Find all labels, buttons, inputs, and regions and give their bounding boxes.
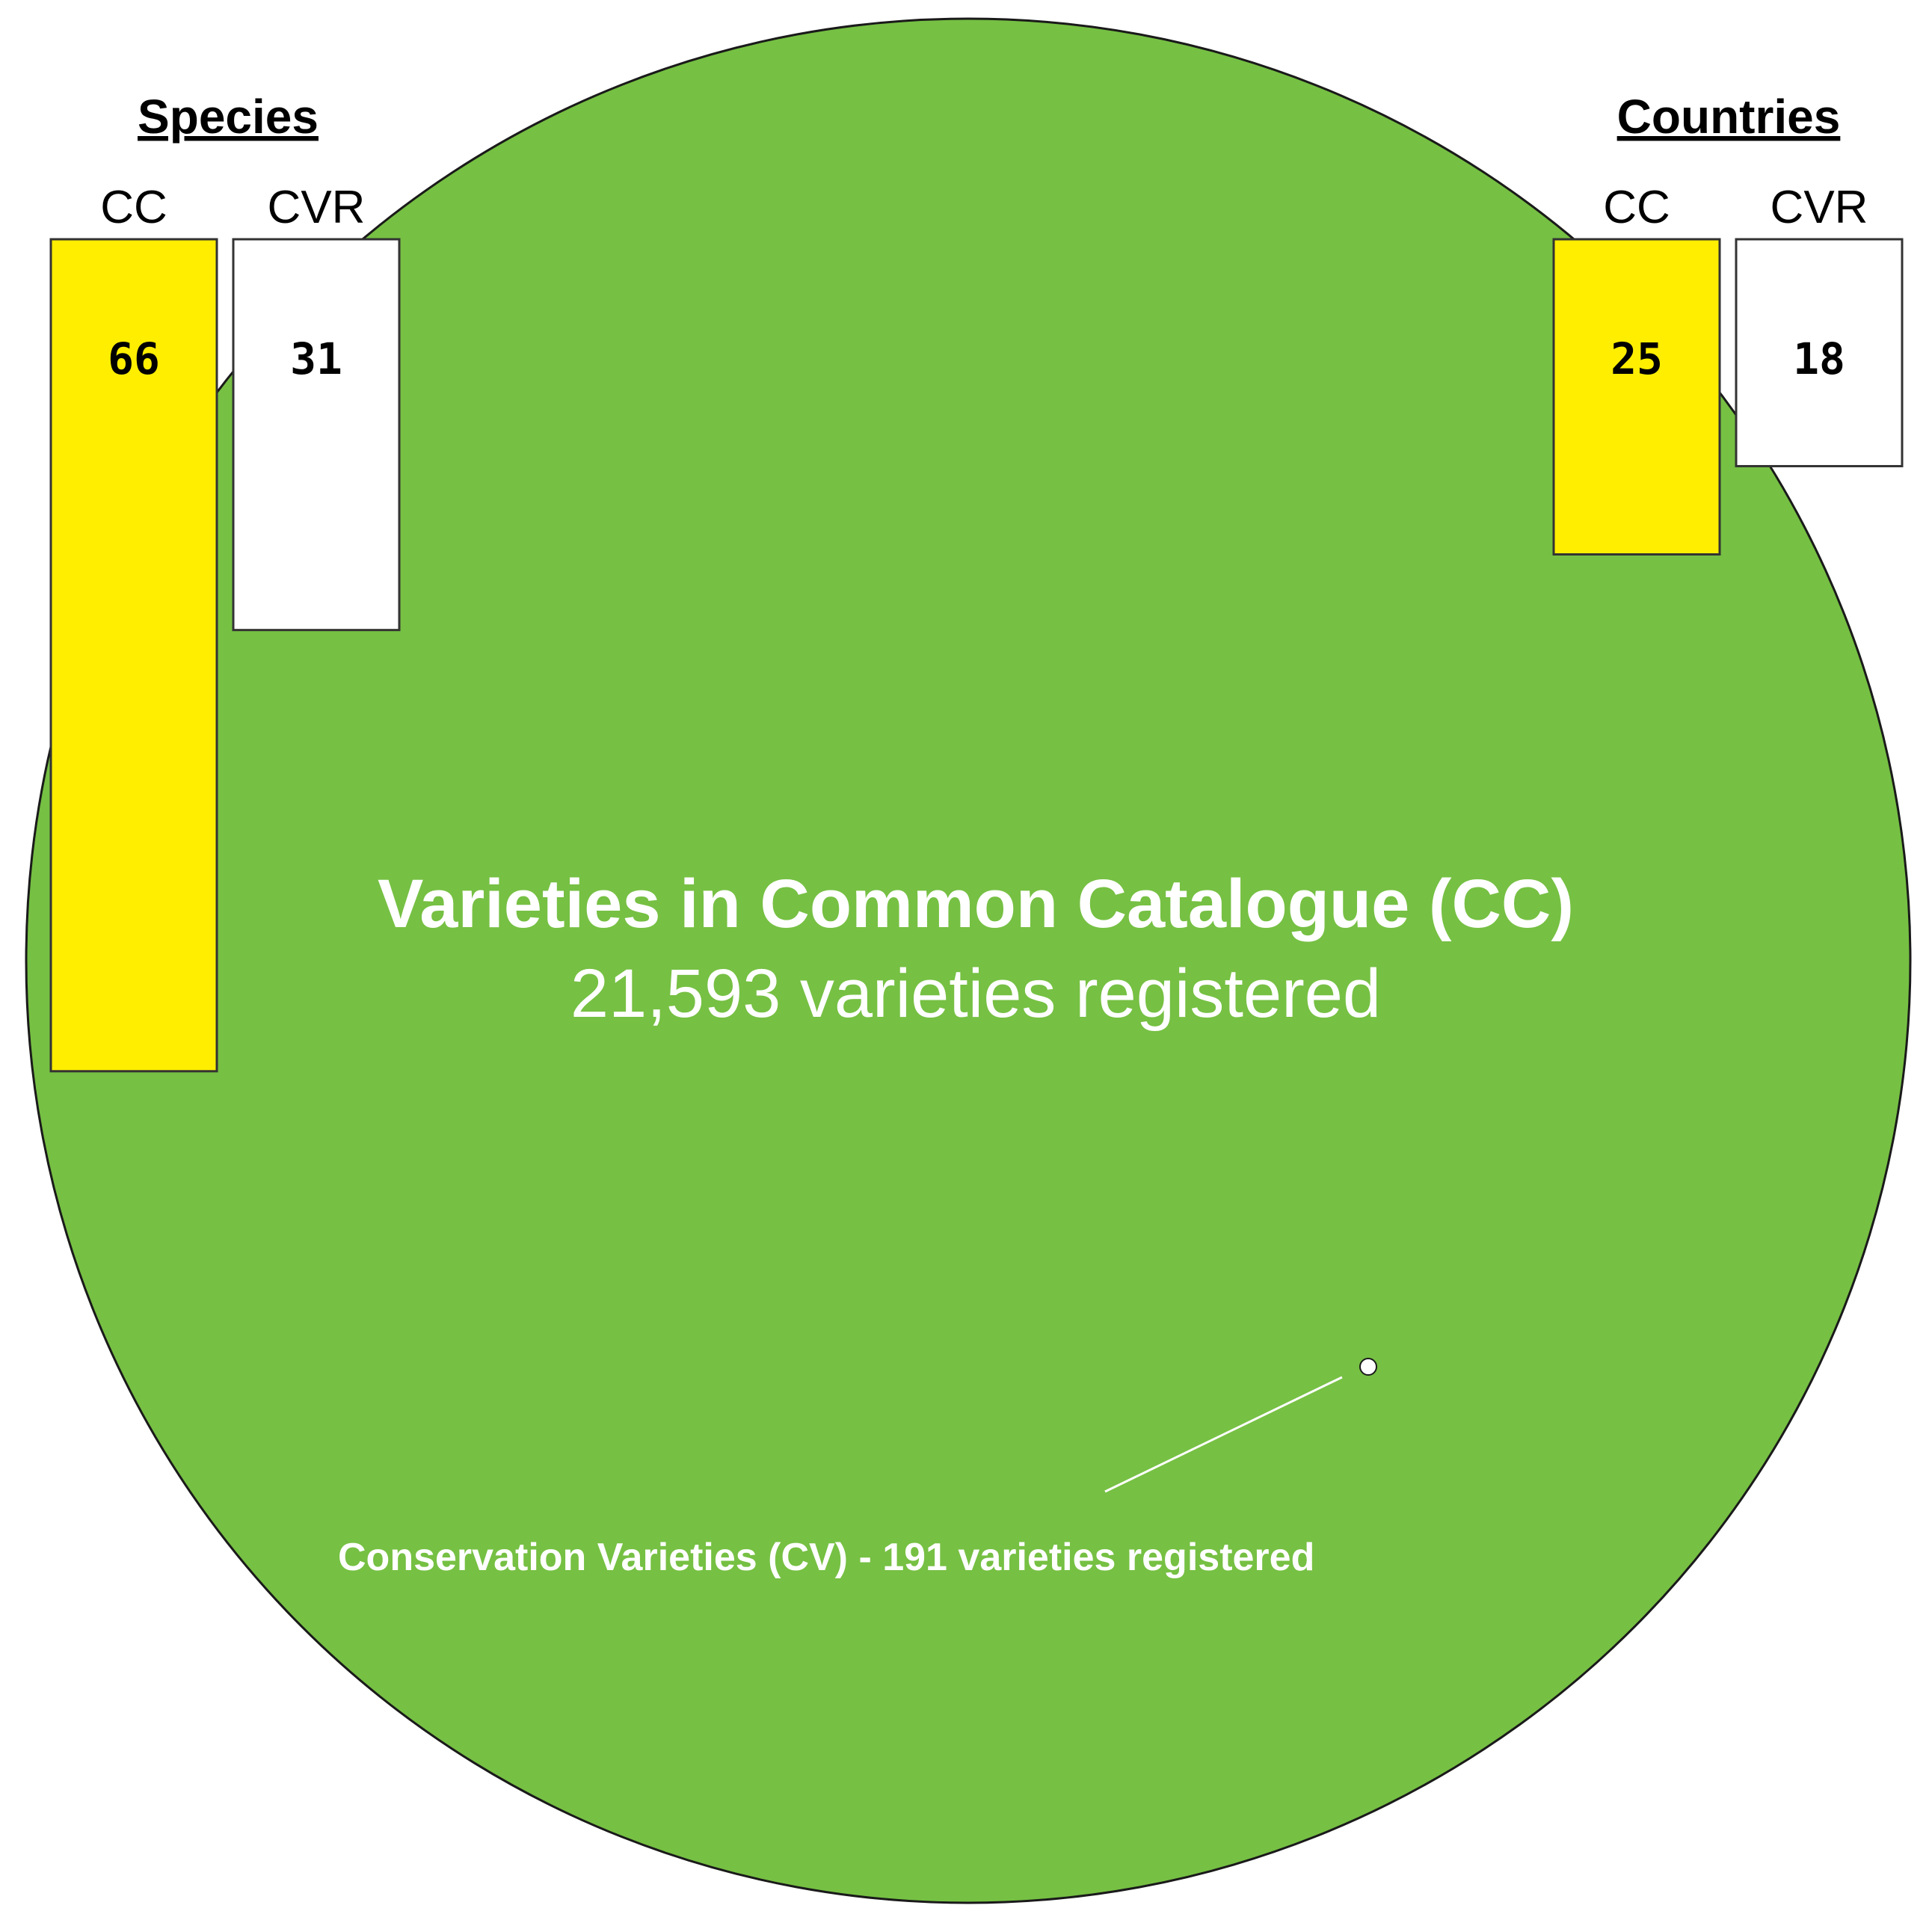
column-label-cvr: CVR — [1771, 182, 1868, 233]
common-catalogue-title: Varieties in Common Catalogue (CC) — [378, 866, 1574, 942]
bar-group-species: Species CC 66 CVR 31 — [49, 90, 401, 1073]
conservation-varieties-label: Conservation Varieties (CV) - 191 variet… — [338, 1536, 1314, 1579]
common-catalogue-circle — [25, 17, 1912, 1904]
bar-groups: Species CC 66 CVR 31 Countries CC 25 CVR 18 — [49, 90, 1904, 1073]
conservation-varieties-circle — [1359, 1358, 1377, 1376]
bar-value-countries-cc: 25 — [1610, 333, 1663, 384]
column-label-cc: CC — [1603, 182, 1670, 233]
group-title-countries: Countries — [1617, 90, 1841, 144]
bar-group-countries: Countries CC 25 CVR 18 — [1552, 90, 1904, 556]
bar-value-countries-cvr: 18 — [1793, 333, 1845, 384]
bar-value-species-cvr: 31 — [290, 333, 342, 384]
bar-countries-cvr — [1735, 238, 1904, 467]
column-label-cvr: CVR — [268, 182, 366, 233]
bar-value-species-cc: 66 — [108, 333, 160, 384]
column-label-cc: CC — [100, 182, 167, 233]
cv-leader-line — [1104, 1376, 1343, 1493]
bar-species-cvr — [232, 238, 401, 632]
bar-countries-cc — [1552, 238, 1721, 556]
common-catalogue-count: 21,593 varieties registered — [570, 956, 1381, 1032]
group-title-species: Species — [138, 90, 319, 144]
bar-species-cc — [49, 238, 218, 1073]
